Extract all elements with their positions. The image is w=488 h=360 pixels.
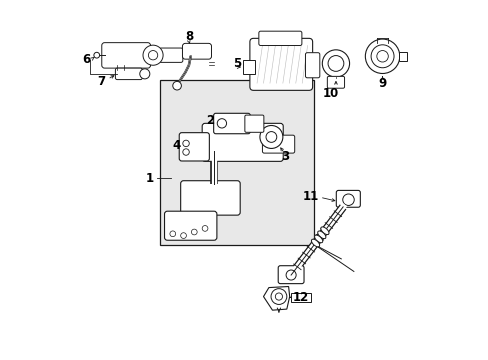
Ellipse shape: [320, 227, 328, 235]
Ellipse shape: [317, 231, 325, 239]
Circle shape: [265, 132, 276, 142]
FancyBboxPatch shape: [326, 76, 344, 88]
FancyBboxPatch shape: [179, 133, 209, 161]
Text: 1: 1: [145, 172, 153, 185]
Text: 7: 7: [97, 75, 105, 88]
FancyBboxPatch shape: [180, 181, 240, 215]
Circle shape: [376, 50, 387, 62]
Polygon shape: [172, 212, 192, 232]
FancyBboxPatch shape: [202, 123, 283, 161]
Text: 11: 11: [302, 190, 318, 203]
Circle shape: [270, 289, 286, 305]
Text: 10: 10: [322, 87, 338, 100]
Circle shape: [191, 229, 197, 235]
Ellipse shape: [311, 239, 319, 247]
Circle shape: [140, 69, 149, 79]
Circle shape: [183, 149, 189, 155]
Circle shape: [342, 194, 353, 206]
Text: 8: 8: [184, 30, 193, 43]
Circle shape: [275, 293, 282, 300]
Circle shape: [365, 39, 399, 73]
Circle shape: [260, 126, 282, 148]
FancyBboxPatch shape: [262, 135, 294, 153]
Circle shape: [217, 119, 226, 128]
Circle shape: [172, 81, 181, 90]
Text: 4: 4: [172, 139, 180, 152]
Text: 6: 6: [82, 53, 91, 66]
Bar: [290, 293, 310, 302]
Circle shape: [370, 45, 393, 68]
Circle shape: [169, 231, 175, 237]
FancyBboxPatch shape: [182, 43, 211, 59]
FancyBboxPatch shape: [278, 266, 304, 284]
FancyBboxPatch shape: [115, 68, 142, 80]
Circle shape: [327, 55, 343, 71]
FancyBboxPatch shape: [102, 42, 150, 68]
Text: 2: 2: [206, 114, 214, 127]
FancyBboxPatch shape: [258, 31, 301, 45]
Circle shape: [202, 226, 207, 231]
Bar: [398, 52, 406, 60]
FancyBboxPatch shape: [305, 53, 319, 78]
Bar: [242, 60, 255, 74]
Circle shape: [322, 50, 349, 77]
FancyBboxPatch shape: [336, 190, 360, 207]
Circle shape: [183, 140, 189, 147]
Circle shape: [142, 45, 163, 65]
Text: 12: 12: [292, 291, 308, 304]
Ellipse shape: [314, 235, 322, 243]
Bar: [160, 80, 314, 244]
Circle shape: [94, 52, 100, 58]
FancyBboxPatch shape: [164, 211, 217, 240]
Circle shape: [180, 233, 186, 238]
Text: 3: 3: [281, 150, 289, 163]
FancyBboxPatch shape: [159, 48, 183, 62]
FancyBboxPatch shape: [249, 39, 312, 90]
FancyBboxPatch shape: [213, 113, 250, 134]
FancyBboxPatch shape: [244, 115, 264, 132]
Circle shape: [148, 50, 158, 60]
Text: 9: 9: [378, 77, 386, 90]
Circle shape: [285, 270, 296, 280]
Polygon shape: [263, 287, 289, 310]
Text: 5: 5: [232, 57, 241, 70]
